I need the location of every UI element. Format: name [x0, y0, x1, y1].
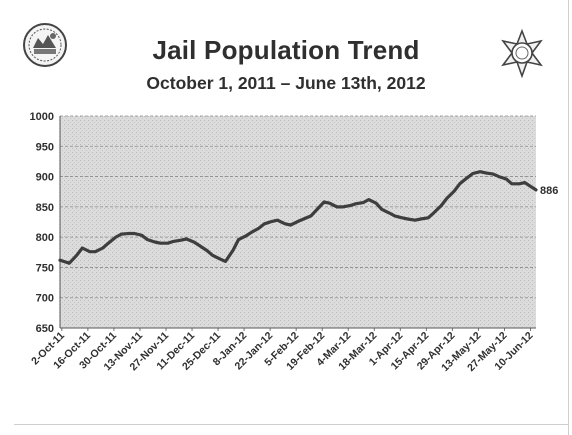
data-point — [485, 172, 487, 174]
chart-title: Jail Population Trend — [152, 35, 420, 65]
data-point — [68, 262, 70, 264]
data-point — [128, 232, 130, 235]
data-point — [250, 231, 253, 233]
y-tick-label: 750 — [36, 262, 54, 274]
data-point — [453, 190, 455, 192]
data-point — [237, 239, 240, 241]
data-point — [420, 218, 422, 220]
data-point — [518, 183, 520, 185]
data-point — [472, 172, 474, 175]
data-point — [290, 224, 292, 226]
slide-border — [568, 0, 569, 435]
data-point — [185, 238, 187, 240]
data-point — [76, 254, 78, 256]
data-point — [349, 205, 351, 207]
slide-border — [14, 424, 569, 425]
data-point — [284, 223, 286, 225]
data-point — [89, 251, 91, 253]
data-point — [524, 182, 526, 184]
data-point — [342, 206, 344, 208]
data-point — [394, 215, 396, 217]
data-point — [94, 251, 96, 253]
data-point — [206, 249, 208, 252]
data-point — [401, 217, 403, 219]
data-point — [193, 241, 195, 243]
data-point — [479, 171, 481, 173]
y-tick-label: 800 — [36, 232, 54, 244]
data-point — [529, 185, 532, 187]
data-point — [498, 176, 500, 178]
data-point — [271, 220, 273, 222]
series — [58, 170, 538, 265]
y-tick-label: 950 — [36, 141, 54, 153]
data-point — [414, 219, 416, 221]
county-seal-icon — [23, 23, 67, 67]
data-point — [141, 234, 143, 236]
data-point — [258, 227, 260, 229]
data-point — [427, 217, 429, 219]
data-point — [316, 209, 318, 211]
data-point — [232, 249, 234, 252]
data-point — [381, 208, 383, 210]
data-point — [505, 178, 507, 180]
data-point — [440, 205, 442, 207]
data-point — [120, 233, 122, 235]
data-point — [276, 219, 279, 221]
data-point — [336, 206, 338, 208]
data-point — [59, 259, 61, 261]
y-tick-label: 850 — [36, 202, 54, 214]
data-point — [167, 242, 169, 244]
data-point — [535, 189, 537, 191]
data-point — [219, 258, 221, 260]
data-point — [263, 223, 266, 225]
data-point — [303, 218, 305, 220]
data-point — [159, 242, 161, 244]
data-point — [492, 173, 494, 175]
y-axis: 650 700 750 800 850 900 950 1000 — [30, 111, 61, 335]
data-point — [245, 235, 247, 237]
data-point — [375, 202, 377, 204]
data-point — [388, 212, 390, 214]
data-point — [224, 260, 227, 262]
y-tick-label: 700 — [36, 293, 54, 305]
y-tick-label: 650 — [36, 323, 54, 335]
chart-subtitle: October 1, 2011 – June 13th, 2012 — [146, 73, 426, 93]
data-point — [459, 183, 461, 185]
data-point — [133, 232, 135, 235]
data-point — [102, 247, 104, 249]
data-point — [172, 240, 174, 242]
data-point — [180, 239, 182, 241]
data-point — [446, 197, 448, 199]
data-point — [323, 201, 325, 203]
data-point — [297, 220, 299, 222]
data-point — [81, 247, 83, 249]
y-tick-label: 1000 — [30, 111, 54, 123]
data-point — [466, 177, 468, 179]
gridlines — [60, 115, 536, 299]
data-point — [154, 241, 156, 243]
data-point — [211, 254, 214, 256]
end-labels: 886 — [540, 185, 558, 197]
end-value-label: 886 — [540, 185, 558, 197]
data-point — [310, 215, 312, 217]
data-point — [146, 239, 148, 241]
data-point — [107, 242, 109, 244]
data-point — [511, 183, 513, 185]
data-point — [407, 218, 409, 220]
data-point — [368, 199, 370, 201]
y-tick-label: 900 — [36, 172, 54, 184]
x-axis: 2-Oct-1116-Oct-1130-Oct-1113-Nov-1127-No… — [29, 327, 536, 374]
data-point — [355, 203, 357, 205]
data-point — [433, 212, 435, 214]
data-point — [63, 260, 65, 262]
data-point — [329, 202, 331, 204]
data-point — [115, 236, 117, 238]
data-point — [362, 202, 364, 204]
data-point — [198, 245, 201, 247]
sheriff-star-badge-icon — [501, 28, 543, 79]
